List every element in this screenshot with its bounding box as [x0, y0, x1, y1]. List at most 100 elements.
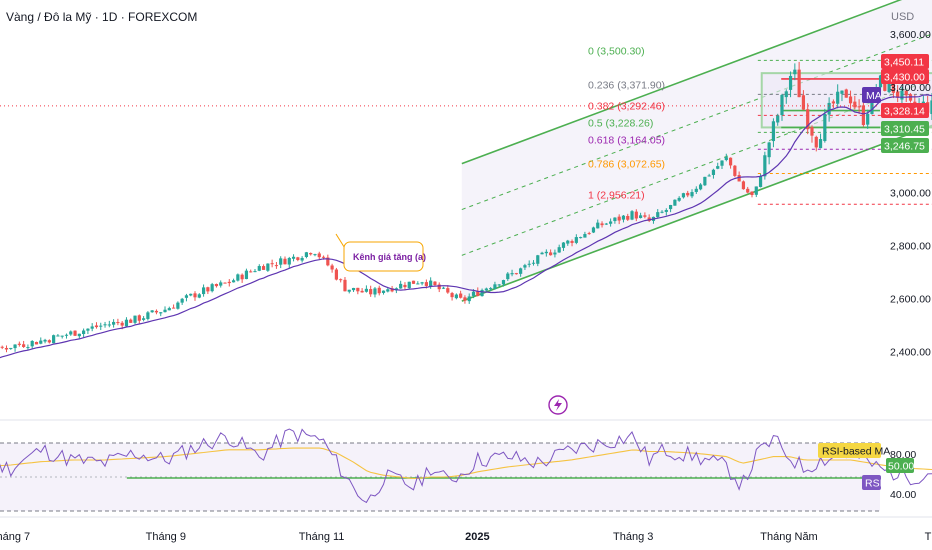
candle: [309, 253, 313, 255]
candle: [810, 127, 814, 136]
candle: [231, 280, 236, 283]
candle: [369, 289, 373, 295]
candle: [82, 330, 86, 335]
candle: [356, 287, 360, 292]
candle: [26, 347, 30, 349]
channel-upper-line[interactable]: [461, 0, 932, 165]
price-tag-label: 3,450.11: [884, 57, 924, 69]
candle: [343, 279, 347, 292]
fib-level-label: 0.786 (3,072.65): [588, 158, 665, 170]
candle: [600, 223, 604, 226]
channel-fill: [461, 0, 932, 302]
candle: [446, 288, 450, 293]
candle: [823, 114, 827, 142]
candle: [43, 339, 47, 342]
candle: [133, 315, 137, 323]
candle: [184, 295, 189, 298]
candle: [711, 169, 716, 175]
candle: [411, 280, 416, 284]
candle: [531, 262, 536, 264]
candle: [557, 247, 561, 253]
candle: [733, 165, 737, 176]
time-axis-label: Tháng 9: [146, 531, 186, 543]
candle: [137, 315, 141, 321]
candle: [266, 263, 270, 271]
candle: [780, 94, 784, 116]
candle: [904, 90, 908, 96]
rsi-axis-label: 40.00: [890, 489, 916, 501]
candle: [227, 281, 231, 284]
price-axis-label: 3,000.00: [890, 188, 931, 200]
price-tag-label: 3,246.75: [884, 141, 925, 153]
candle: [274, 265, 279, 267]
candle: [112, 321, 116, 325]
candle: [334, 269, 339, 280]
candle: [806, 109, 810, 130]
candle: [116, 322, 120, 324]
candle: [244, 270, 249, 280]
candle: [52, 335, 56, 344]
candle: [639, 215, 643, 218]
candle: [741, 181, 746, 190]
candle: [634, 211, 638, 219]
candle: [797, 69, 801, 98]
price-axis-label: 3,400.00: [890, 82, 931, 94]
candle: [69, 331, 73, 335]
price-axis-label: 2,400.00: [890, 346, 931, 358]
moving-average-line: [0, 94, 932, 359]
candle: [801, 95, 806, 110]
candle: [900, 90, 904, 100]
candle: [857, 106, 861, 108]
price-tag: [881, 121, 929, 136]
candle: [360, 290, 364, 293]
fib-level-label: 0.5 (3,228.26): [588, 117, 653, 129]
candle: [553, 252, 557, 255]
candle: [206, 287, 210, 292]
candle: [176, 302, 180, 309]
candle: [604, 223, 608, 225]
candle: [154, 310, 159, 313]
price-tag: [881, 54, 929, 69]
candle: [767, 142, 771, 158]
candle: [476, 291, 480, 296]
candle: [609, 221, 613, 224]
time-axis-label: Tháng 11: [299, 531, 345, 543]
candle: [694, 188, 698, 192]
candle: [656, 212, 660, 218]
candle: [891, 82, 895, 93]
candle: [326, 257, 330, 266]
candle: [60, 335, 64, 337]
candle: [339, 279, 343, 281]
candle: [853, 101, 857, 108]
candle: [283, 258, 287, 265]
candle: [399, 283, 403, 289]
candle: [317, 253, 321, 258]
channel-annotation[interactable]: [343, 241, 424, 272]
candle: [690, 192, 694, 197]
candle: [347, 289, 351, 292]
chart-title: Vàng / Đô la Mỹ · 1D · FOREXCOM: [6, 10, 198, 24]
candle: [814, 136, 818, 148]
price-tag-label: 3,430.00: [884, 72, 925, 84]
channel-lower-line[interactable]: [461, 68, 932, 302]
fib-level-label: 1 (2,956.21): [588, 189, 645, 201]
rsi-legend-tag: [862, 475, 881, 490]
candle: [544, 251, 548, 254]
candle: [330, 265, 334, 270]
candle: [377, 287, 381, 294]
candle: [407, 281, 411, 289]
candle: [73, 330, 77, 336]
candle: [189, 293, 193, 296]
price-axis-unit: USD: [891, 11, 915, 23]
candle: [728, 157, 733, 166]
candle: [313, 254, 317, 256]
candle: [287, 258, 291, 265]
candle: [519, 268, 523, 274]
candle: [540, 252, 544, 255]
candle: [501, 280, 506, 285]
candle: [433, 281, 437, 286]
candle: [304, 252, 309, 258]
price-tag: [881, 103, 929, 118]
candle: [489, 288, 493, 290]
